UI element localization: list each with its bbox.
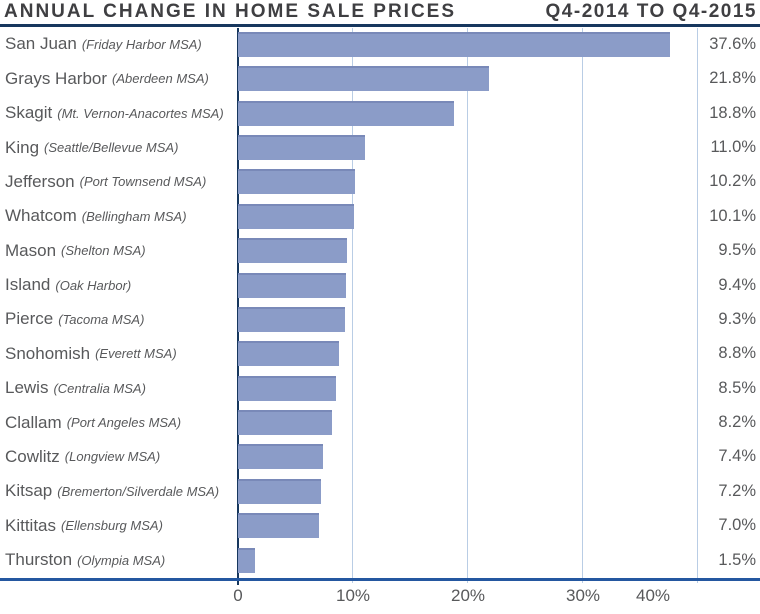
x-tick-label: 40% — [635, 586, 671, 605]
value-label: 18.8% — [709, 103, 756, 122]
county-name: Lewis — [5, 378, 49, 398]
plot-area — [237, 28, 698, 585]
bar-clallam — [238, 410, 332, 436]
category-label: Cowlitz (Longview MSA) — [5, 444, 235, 469]
zero-baseline-axis — [237, 28, 239, 585]
bar-whatcom — [238, 203, 354, 229]
bar-mason — [238, 238, 347, 264]
value-label: 10.2% — [709, 172, 756, 191]
category-label: King (Seattle/Bellevue MSA) — [5, 135, 235, 160]
chart-period: Q4-2014 TO Q4-2015 — [545, 1, 757, 22]
msa-name: (Ellensburg MSA) — [61, 518, 163, 534]
category-label: Thurston (Olympia MSA) — [5, 548, 235, 573]
category-label: Whatcom (Bellingham MSA) — [5, 204, 235, 229]
category-label: Skagit (Mt. Vernon-Anacortes MSA) — [5, 101, 235, 126]
x-tick-label: 20% — [450, 586, 486, 605]
bar-san-juan — [238, 31, 670, 57]
msa-name: (Port Townsend MSA) — [79, 174, 207, 190]
category-label: Grays Harbor (Aberdeen MSA) — [5, 66, 235, 91]
category-label: Mason (Shelton MSA) — [5, 238, 235, 263]
county-name: Cowlitz — [5, 446, 60, 466]
gridline-20% — [467, 28, 468, 583]
msa-name: (Tacoma MSA) — [58, 311, 145, 327]
value-label: 8.2% — [718, 413, 756, 432]
msa-name: (Mt. Vernon-Anacortes MSA) — [57, 105, 224, 121]
county-name: King — [5, 137, 40, 157]
value-label: 11.0% — [710, 138, 756, 157]
county-name: Mason — [5, 240, 57, 260]
msa-name: (Oak Harbor) — [55, 277, 132, 293]
county-name: Whatcom — [5, 206, 77, 226]
bar-king — [238, 135, 365, 161]
bar-grays-harbor — [238, 66, 489, 92]
bar-snohomish — [238, 341, 339, 367]
gridline-30% — [582, 28, 583, 583]
x-axis-line — [0, 578, 760, 581]
value-label: 21.8% — [709, 69, 756, 88]
county-name: Thurston — [5, 550, 73, 570]
msa-name: (Bellingham MSA) — [81, 208, 187, 224]
bar-kitsap — [238, 478, 321, 504]
x-tick-label: 30% — [565, 586, 601, 605]
category-label: Island (Oak Harbor) — [5, 273, 235, 298]
value-label: 7.4% — [718, 447, 756, 466]
gridline-10% — [352, 28, 353, 583]
county-name: Pierce — [5, 309, 54, 329]
x-tick-label: 10% — [335, 586, 371, 605]
msa-name: (Everett MSA) — [95, 346, 177, 362]
bar-cowlitz — [238, 444, 323, 470]
category-label: Clallam (Port Angeles MSA) — [5, 410, 235, 435]
category-label: Kittitas (Ellensburg MSA) — [5, 513, 235, 538]
value-label: 9.5% — [718, 241, 756, 260]
msa-name: (Seattle/Bellevue MSA) — [44, 140, 179, 156]
gridline-40% — [697, 28, 698, 583]
category-label: Pierce (Tacoma MSA) — [5, 307, 235, 332]
msa-name: (Aberdeen MSA) — [112, 71, 209, 87]
value-label: 7.0% — [718, 516, 756, 535]
county-name: San Juan — [5, 34, 77, 54]
value-label: 8.8% — [718, 344, 756, 363]
county-name: Kittitas — [5, 515, 57, 535]
bar-thurston — [238, 547, 255, 573]
bar-skagit — [238, 100, 454, 126]
category-label: Lewis (Centralia MSA) — [5, 376, 235, 401]
bar-island — [238, 272, 346, 298]
msa-name: (Friday Harbor MSA) — [81, 36, 202, 52]
bar-lewis — [238, 375, 336, 401]
county-name: Snohomish — [5, 343, 91, 363]
title-underline-rule — [0, 24, 760, 27]
county-name: Skagit — [5, 103, 53, 123]
msa-name: (Centralia MSA) — [53, 380, 146, 396]
county-name: Island — [5, 275, 51, 295]
msa-name: (Port Angeles MSA) — [66, 415, 182, 431]
category-label: Kitsap (Bremerton/Silverdale MSA) — [5, 479, 235, 504]
county-name: Clallam — [5, 412, 62, 432]
county-name: Grays Harbor — [5, 68, 108, 88]
msa-name: (Longview MSA) — [64, 449, 161, 465]
value-label: 7.2% — [718, 481, 756, 500]
x-tick-label: 0 — [233, 586, 243, 605]
value-label: 9.4% — [718, 275, 756, 294]
msa-name: (Shelton MSA) — [61, 243, 146, 259]
bar-pierce — [238, 306, 345, 332]
county-name: Jefferson — [5, 171, 75, 191]
value-label: 8.5% — [718, 378, 756, 397]
msa-name: (Olympia MSA) — [77, 552, 166, 568]
value-label: 1.5% — [718, 550, 756, 569]
county-name: Kitsap — [5, 481, 53, 501]
category-label: San Juan (Friday Harbor MSA) — [5, 32, 235, 57]
msa-name: (Bremerton/Silverdale MSA) — [57, 483, 220, 499]
chart-title: ANNUAL CHANGE IN HOME SALE PRICES — [4, 1, 457, 22]
value-label: 9.3% — [718, 309, 756, 328]
bar-jefferson — [238, 169, 355, 195]
category-label: Snohomish (Everett MSA) — [5, 341, 235, 366]
bar-kittitas — [238, 513, 319, 539]
value-label: 10.1% — [709, 206, 756, 225]
value-label: 37.6% — [709, 34, 756, 53]
category-label: Jefferson (Port Townsend MSA) — [5, 169, 235, 194]
